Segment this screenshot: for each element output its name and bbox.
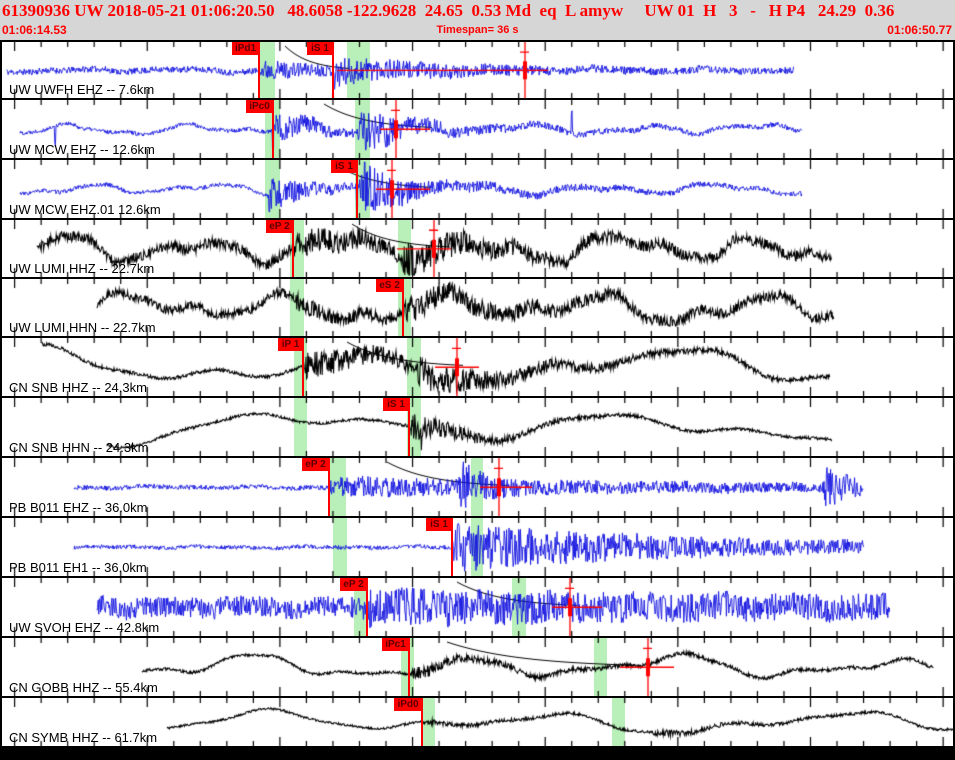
trace-label: UW SVOH EHZ -- 42.8km [9, 620, 160, 635]
pick-flag[interactable]: eP 2 [302, 458, 329, 471]
waveform-canvas[interactable] [2, 638, 953, 696]
trace-panel-UW-MCW[interactable]: iS 1 UW MCW EHZ.01 12.6km [2, 158, 953, 218]
waveform-canvas[interactable] [2, 698, 953, 746]
pick-time-line[interactable] [258, 42, 260, 98]
pick-flag[interactable]: iPd0 [394, 698, 422, 711]
trace-panel-CN-SNB[interactable]: iS 1 CN SNB HHN -- 24.3km [2, 396, 953, 456]
trace-panel-UW-UWFH[interactable]: iPd1 iS 1 UW UWFH EHZ -- 7.6km [2, 40, 953, 98]
trace-panel-CN-SNB[interactable]: iP 1 CN SNB HHZ -- 24.3km [2, 336, 953, 396]
trace-label: CN SNB HHZ -- 24.3km [9, 380, 147, 395]
event-header: 61390936 UW 2018-05-21 01:06:20.50 48.60… [0, 0, 955, 40]
pick-time-line[interactable] [292, 220, 294, 277]
pick-flag[interactable]: eP 2 [266, 220, 293, 233]
trace-panel-CN-SYMB[interactable]: iPd0 CN SYMB HHZ -- 61.7km [2, 696, 953, 746]
pick-time-line[interactable] [408, 398, 410, 456]
waveform-canvas[interactable] [2, 160, 953, 218]
trace-label: CN SYMB HHZ -- 61.7km [9, 730, 158, 745]
trace-label: CN SNB HHN -- 24.3km [9, 440, 149, 455]
trace-panel-UW-LUMI[interactable]: eP 2 UW LUMI HHZ -- 22.7km [2, 218, 953, 277]
trace-panel-UW-LUMI[interactable]: eS 2 UW LUMI HHN -- 22.7km [2, 277, 953, 336]
trace-panel-UW-SVOH[interactable]: eP 2 UW SVOH EHZ -- 42.8km [2, 576, 953, 636]
pick-flag[interactable]: iP 1 [278, 338, 303, 351]
pick-flag[interactable]: iPc0 [246, 100, 273, 113]
trace-label: UW UWFH EHZ -- 7.6km [9, 82, 155, 97]
waveform-canvas[interactable] [2, 338, 953, 396]
pick-time-line[interactable] [272, 100, 274, 158]
trace-label: UW LUMI HHZ -- 22.7km [9, 261, 155, 276]
event-summary-line: 61390936 UW 2018-05-21 01:06:20.50 48.60… [2, 1, 895, 20]
waveform-canvas[interactable] [2, 518, 953, 576]
pick-time-line[interactable] [366, 578, 368, 636]
time-axis-header: 01:06:14.53 Timespan= 36 s 01:06:50.77 [0, 22, 955, 40]
waveform-canvas[interactable] [2, 220, 953, 277]
window-end-time: 01:06:50.77 [887, 23, 952, 37]
pick-flag[interactable]: eP 2 [340, 578, 367, 591]
bottom-border-bar [0, 746, 955, 760]
pick-flag[interactable]: iS 1 [426, 518, 452, 531]
trace-label: PB B011 EHZ -- 36.0km [9, 500, 148, 515]
pick-flag[interactable]: iPc1 [382, 638, 409, 651]
pick-flag[interactable]: eS 2 [376, 279, 403, 292]
pick-time-line[interactable] [451, 518, 453, 576]
pick-flag[interactable]: iS 1 [383, 398, 409, 411]
trace-stack: iPd1 iS 1 UW UWFH EHZ -- 7.6km iPc0 UW MCW E… [0, 40, 955, 746]
waveform-canvas[interactable] [2, 100, 953, 158]
timespan-label: Timespan= 36 s [436, 24, 519, 36]
trace-label: UW MCW EHZ -- 12.6km [9, 142, 155, 157]
trace-panel-PB-B011[interactable]: iS 1 PB B011 EH1 -- 36.0km [2, 516, 953, 576]
waveform-canvas[interactable] [2, 458, 953, 516]
pick-flag[interactable]: iPd1 [232, 42, 259, 55]
pick-time-line[interactable] [356, 160, 358, 218]
trace-panel-UW-MCW[interactable]: iPc0 UW MCW EHZ -- 12.6km [2, 98, 953, 158]
waveform-canvas[interactable] [2, 42, 953, 98]
pick-time-line[interactable] [408, 638, 410, 696]
waveform-canvas[interactable] [2, 578, 953, 636]
waveform-canvas[interactable] [2, 398, 953, 456]
trace-label: CN GOBB HHZ -- 55.4km [9, 680, 158, 695]
pick-time-line[interactable] [402, 279, 404, 336]
pick-flag[interactable]: iS 1 [307, 42, 333, 55]
pick-time-line[interactable] [421, 698, 423, 746]
trace-panel-PB-B011[interactable]: eP 2 PB B011 EHZ -- 36.0km [2, 456, 953, 516]
pick-time-line[interactable] [328, 458, 330, 516]
trace-label: PB B011 EH1 -- 36.0km [9, 560, 147, 575]
pick-time-line[interactable] [302, 338, 304, 396]
trace-label: UW LUMI HHN -- 22.7km [9, 320, 156, 335]
trace-panel-CN-GOBB[interactable]: iPc1 CN GOBB HHZ -- 55.4km [2, 636, 953, 696]
pick-time-line[interactable] [332, 42, 334, 98]
pick-flag[interactable]: iS 1 [331, 160, 357, 173]
waveform-canvas[interactable] [2, 279, 953, 336]
trace-label: UW MCW EHZ.01 12.6km [9, 202, 161, 217]
window-start-time: 01:06:14.53 [2, 23, 67, 37]
